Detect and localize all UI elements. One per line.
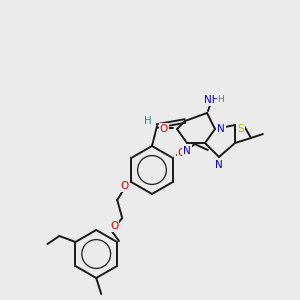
- Text: H: H: [218, 95, 224, 104]
- Text: O: O: [178, 148, 186, 158]
- Text: O: O: [160, 124, 168, 134]
- Text: N: N: [215, 160, 223, 170]
- Text: O: O: [120, 181, 128, 191]
- Text: NH: NH: [204, 95, 220, 105]
- Text: H: H: [144, 116, 152, 126]
- Text: O: O: [110, 221, 118, 231]
- Text: N: N: [183, 146, 191, 156]
- Text: S: S: [238, 124, 244, 134]
- Text: N: N: [217, 124, 225, 134]
